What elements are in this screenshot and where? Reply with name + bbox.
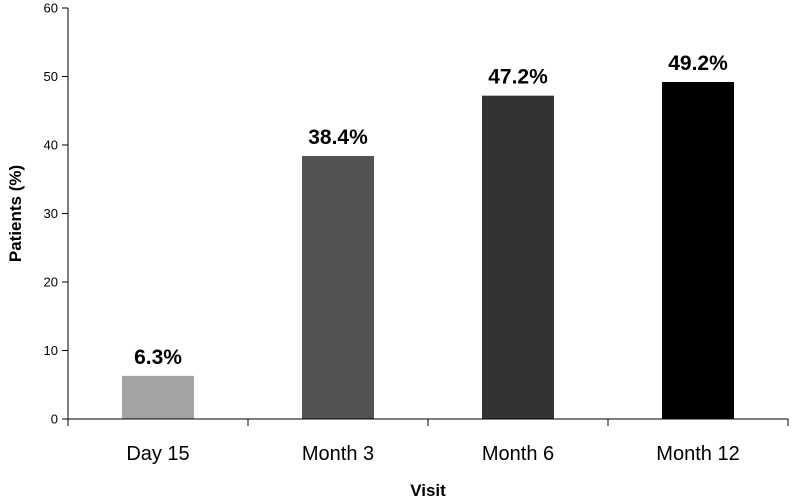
bar-month-6 xyxy=(482,95,554,420)
data-label: 6.3% xyxy=(134,346,182,369)
x-tick-label: Month 12 xyxy=(656,443,739,465)
y-tick-label: 20 xyxy=(44,275,58,290)
data-label: 38.4% xyxy=(308,126,368,149)
data-label: 49.2% xyxy=(668,52,728,75)
bars: 6.3% 38.4% 47.2% 49.2% xyxy=(122,52,734,420)
data-label: 47.2% xyxy=(488,66,548,89)
y-tick-label: 40 xyxy=(44,138,58,153)
y-axis-ticks: 0 10 20 30 40 50 60 xyxy=(44,1,68,427)
bar-month-12 xyxy=(662,81,734,419)
y-tick-label: 50 xyxy=(44,69,58,84)
bar-day-15 xyxy=(122,375,194,419)
x-axis-title: Visit xyxy=(410,481,446,500)
y-tick-label: 0 xyxy=(51,412,58,427)
x-tick-label: Month 6 xyxy=(482,443,554,465)
x-tick-label: Day 15 xyxy=(126,443,189,465)
x-tick-label: Month 3 xyxy=(302,443,374,465)
bar-month-3 xyxy=(302,155,374,419)
x-axis-ticks: Day 15 Month 3 Month 6 Month 12 xyxy=(67,419,789,465)
y-tick-label: 10 xyxy=(44,343,58,358)
y-tick-label: 30 xyxy=(44,206,58,221)
y-axis-title: Patients (%) xyxy=(6,165,25,262)
y-tick-label: 60 xyxy=(44,1,58,16)
